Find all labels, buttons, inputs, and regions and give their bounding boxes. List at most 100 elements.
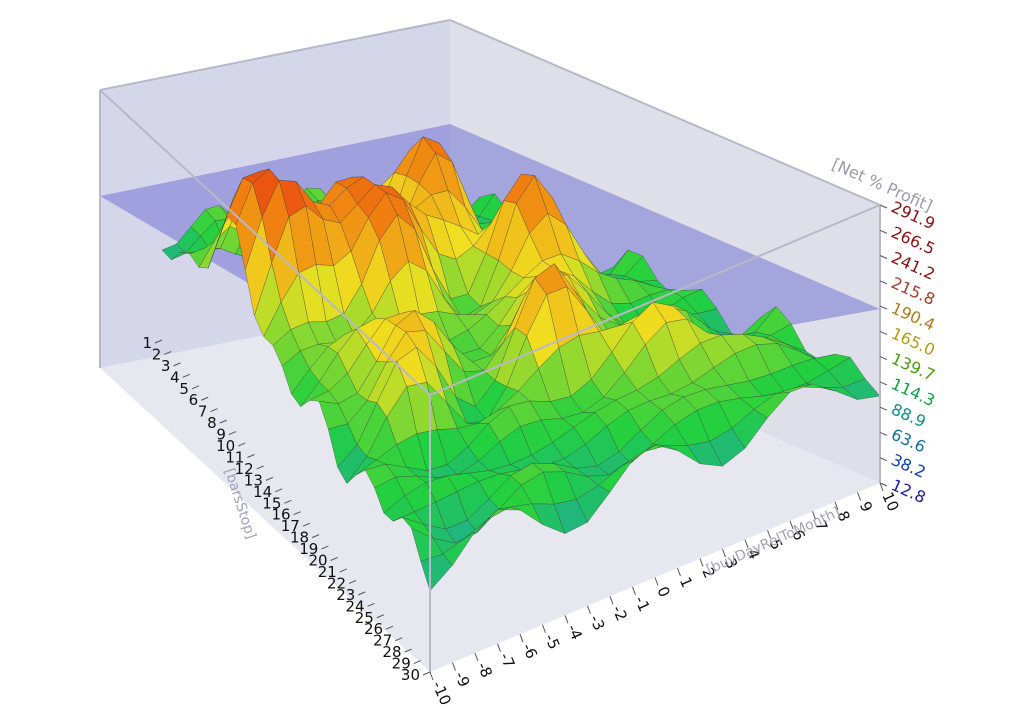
x-tick-mark bbox=[173, 362, 181, 367]
z-tick-mark bbox=[879, 255, 888, 259]
x-tick-label: 18 bbox=[290, 529, 309, 547]
box-edge bbox=[99, 89, 431, 396]
y-tick-mark bbox=[429, 671, 434, 681]
x-tick-mark bbox=[385, 625, 394, 630]
y-tick-mark bbox=[452, 662, 456, 671]
x-tick-label: 2 bbox=[152, 345, 162, 363]
y-tick-label: -3 bbox=[586, 612, 609, 633]
x-tick-label: 14 bbox=[253, 483, 272, 501]
z-tick-mark bbox=[879, 381, 888, 386]
y-tick-label: -10 bbox=[428, 678, 454, 708]
z-tick-mark bbox=[879, 457, 888, 462]
x-tick-label: 29 bbox=[392, 655, 411, 673]
x-tick-mark bbox=[201, 396, 209, 401]
x-tick-mark bbox=[367, 602, 375, 607]
y-tick-label: 1 bbox=[676, 574, 696, 590]
y-tick-mark bbox=[587, 605, 591, 615]
x-tick-label: 9 bbox=[216, 426, 226, 444]
x-tick-label: 6 bbox=[189, 391, 199, 409]
x-tick-label: 26 bbox=[364, 620, 383, 638]
x-tick-mark bbox=[330, 557, 338, 561]
x-tick-mark bbox=[237, 442, 246, 447]
plot-box-front bbox=[99, 19, 881, 672]
x-tick-label: 12 bbox=[235, 460, 254, 478]
x-tick-mark bbox=[395, 637, 403, 642]
y-tick-mark bbox=[654, 577, 659, 586]
x-tick-mark bbox=[154, 339, 163, 344]
x-tick-mark bbox=[321, 545, 329, 550]
y-tick-mark bbox=[699, 558, 704, 567]
x-tick-mark bbox=[164, 350, 172, 355]
y-tick-mark bbox=[677, 567, 681, 577]
x-tick-mark bbox=[339, 568, 348, 573]
y-tick-label: -8 bbox=[473, 659, 496, 680]
box-edge bbox=[99, 19, 451, 91]
y-tick-mark bbox=[497, 643, 501, 652]
x-tick-label: 28 bbox=[382, 643, 401, 661]
x-tick-mark bbox=[358, 591, 366, 596]
z-tick-mark bbox=[879, 204, 888, 209]
x-tick-label: 11 bbox=[225, 448, 244, 466]
y-tick-label: -4 bbox=[563, 622, 586, 643]
x-tick-mark bbox=[376, 614, 384, 619]
y-tick-label: -5 bbox=[541, 631, 564, 652]
y-tick-mark bbox=[564, 615, 569, 624]
y-tick-label: -6 bbox=[518, 641, 541, 662]
y-tick-mark bbox=[834, 501, 839, 511]
x-tick-mark bbox=[422, 671, 431, 676]
x-tick-mark bbox=[265, 476, 274, 481]
x-tick-label: 22 bbox=[327, 574, 346, 592]
y-tick-label: -1 bbox=[631, 593, 654, 614]
z-tick-mark bbox=[879, 356, 888, 361]
x-tick-mark bbox=[404, 648, 412, 653]
z-tick-mark bbox=[879, 280, 888, 285]
y-tick-mark bbox=[812, 511, 816, 520]
x-tick-mark bbox=[302, 522, 311, 527]
x-tick-mark bbox=[182, 373, 190, 378]
x-tick-mark bbox=[413, 660, 421, 665]
x-tick-mark bbox=[256, 465, 264, 470]
x-tick-mark bbox=[274, 488, 283, 493]
y-tick-mark bbox=[744, 539, 749, 548]
x-tick-mark bbox=[311, 534, 320, 539]
z-tick-mark bbox=[879, 431, 888, 436]
surface-mesh bbox=[161, 136, 881, 592]
y-tick-mark bbox=[632, 586, 636, 596]
y-tick-mark bbox=[879, 482, 884, 492]
x-tick-label: 27 bbox=[373, 632, 392, 650]
y-tick-mark bbox=[542, 624, 546, 633]
x-tick-mark bbox=[247, 454, 255, 458]
x-tick-label: 21 bbox=[318, 563, 337, 581]
x-tick-mark bbox=[228, 431, 237, 436]
x-tick-label: 16 bbox=[272, 506, 291, 524]
box-edge bbox=[429, 204, 881, 396]
y-tick-label: -9 bbox=[451, 669, 474, 690]
x-tick-label: 30 bbox=[401, 666, 420, 684]
y-tick-mark bbox=[857, 492, 861, 501]
x-axis-ticks: 1234567891011121314151617181920212223242… bbox=[142, 334, 431, 684]
x-tick-mark bbox=[284, 499, 292, 504]
x-tick-mark bbox=[191, 385, 200, 390]
x-tick-label: 17 bbox=[281, 517, 300, 535]
x-tick-label: 24 bbox=[345, 597, 364, 615]
y-tick-mark bbox=[789, 520, 794, 529]
x-tick-label: 20 bbox=[308, 552, 327, 570]
y-tick-mark bbox=[609, 596, 614, 605]
x-tick-mark bbox=[293, 511, 301, 516]
z-tick-mark bbox=[879, 229, 888, 234]
x-tick-label: 3 bbox=[161, 357, 171, 375]
y-tick-label: -2 bbox=[608, 603, 631, 624]
x-tick-label: 5 bbox=[179, 380, 189, 398]
z-tick-mark bbox=[879, 406, 888, 411]
x-tick-label: 15 bbox=[262, 494, 281, 512]
y-tick-mark bbox=[722, 548, 726, 558]
x-tick-label: 10 bbox=[216, 437, 235, 455]
y-tick-mark bbox=[474, 652, 479, 662]
z-axis-ticks: 291.9266.5241.2215.8190.4165.0139.7114.3… bbox=[879, 197, 938, 507]
x-tick-label: 4 bbox=[170, 368, 180, 386]
x-tick-label: 13 bbox=[244, 471, 263, 489]
y-tick-label: -7 bbox=[496, 650, 519, 671]
surface-cell bbox=[420, 553, 453, 592]
